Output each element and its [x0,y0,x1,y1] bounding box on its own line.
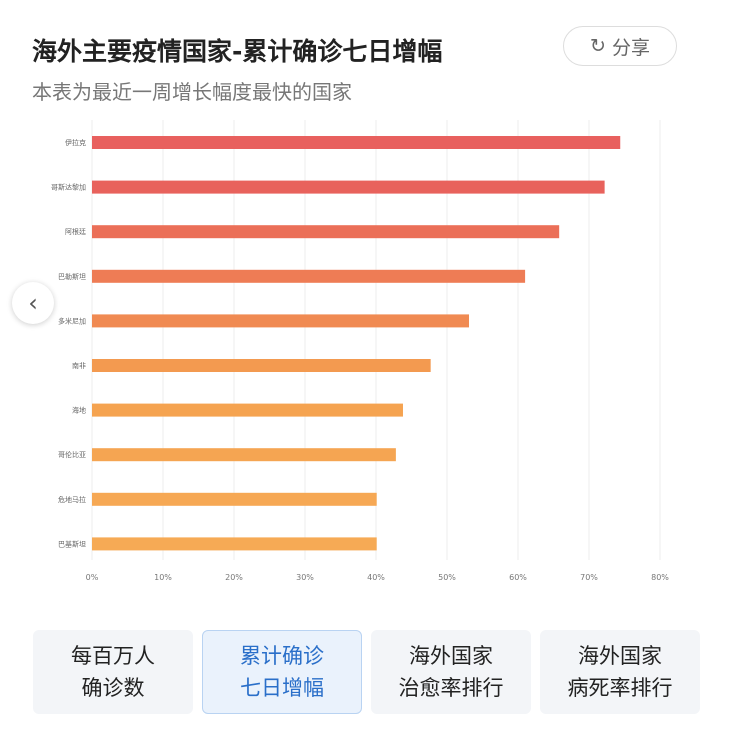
tab-label: 病死率排行 [567,676,673,700]
bar [92,537,377,551]
tab-label: 每百万人 [71,644,155,668]
tab-label: 治愈率排行 [398,676,504,700]
x-tick-label: 30% [296,573,314,582]
y-tick-label: 巴勒斯坦 [58,272,86,281]
y-tick-label: 伊拉克 [65,138,86,147]
bar [92,448,396,462]
page-title: 海外主要疫情国家-累计确诊七日增幅 [32,37,443,66]
bar [92,314,470,328]
tab-label: 累计确诊 [240,644,324,668]
y-tick-label: 巴基斯坦 [58,539,86,548]
bar [92,359,431,372]
bar-chart: 0% 10% 20% 30% 40% 50% 60% 70% 80% 伊拉克哥斯达黎加阿根廷巴勒斯… [51,120,669,582]
chevron-left-icon[interactable]: ‹ [12,282,54,324]
x-tick-label: 10% [154,573,172,582]
x-tick-label: 70% [580,573,598,582]
share-button[interactable]: ↻ 分享 [563,26,677,66]
x-tick-label: 40% [367,573,385,582]
bar [92,180,605,194]
bar [92,269,526,283]
x-tick-label: 20% [225,573,243,582]
tab-label: 海外国家 [409,644,493,668]
tab-death-rate[interactable]: 海外国家 病死率排行 [540,630,700,714]
tab-cases-per-million[interactable]: 每百万人 确诊数 [33,630,193,714]
tab-seven-day-growth[interactable]: 累计确诊 七日增幅 [202,630,362,714]
share-label: 分享 [611,36,650,59]
bar [92,225,560,239]
x-tick-label: 0% [86,573,99,582]
tab-bar: 每百万人确诊数 累计确诊七日增幅 海外国家治愈率排行 海外国家病死率排行 [33,630,700,714]
x-tick-label: 50% [438,573,456,582]
y-tick-label: 哥伦比亚 [58,450,86,459]
x-tick-label: 60% [509,573,527,582]
tab-label: 七日增幅 [240,676,324,700]
share-icon: ↻ [590,35,606,57]
tab-label: 确诊数 [81,676,145,700]
bar [92,403,403,417]
y-tick-label: 南非 [72,361,86,370]
y-tick-label: 危地马拉 [58,495,86,504]
bar [92,136,621,149]
subtitle: 本表为最近一周增长幅度最快的国家 [32,80,352,104]
tab-label: 海外国家 [578,644,662,668]
x-tick-label: 80% [651,573,669,582]
y-tick-label: 多米尼加 [58,316,86,325]
y-tick-label: 海地 [72,406,86,415]
y-tick-label: 哥斯达黎加 [51,183,86,192]
bar [92,492,377,506]
y-tick-label: 阿根廷 [65,227,86,236]
tab-recovery-rate[interactable]: 海外国家 治愈率排行 [371,630,531,714]
